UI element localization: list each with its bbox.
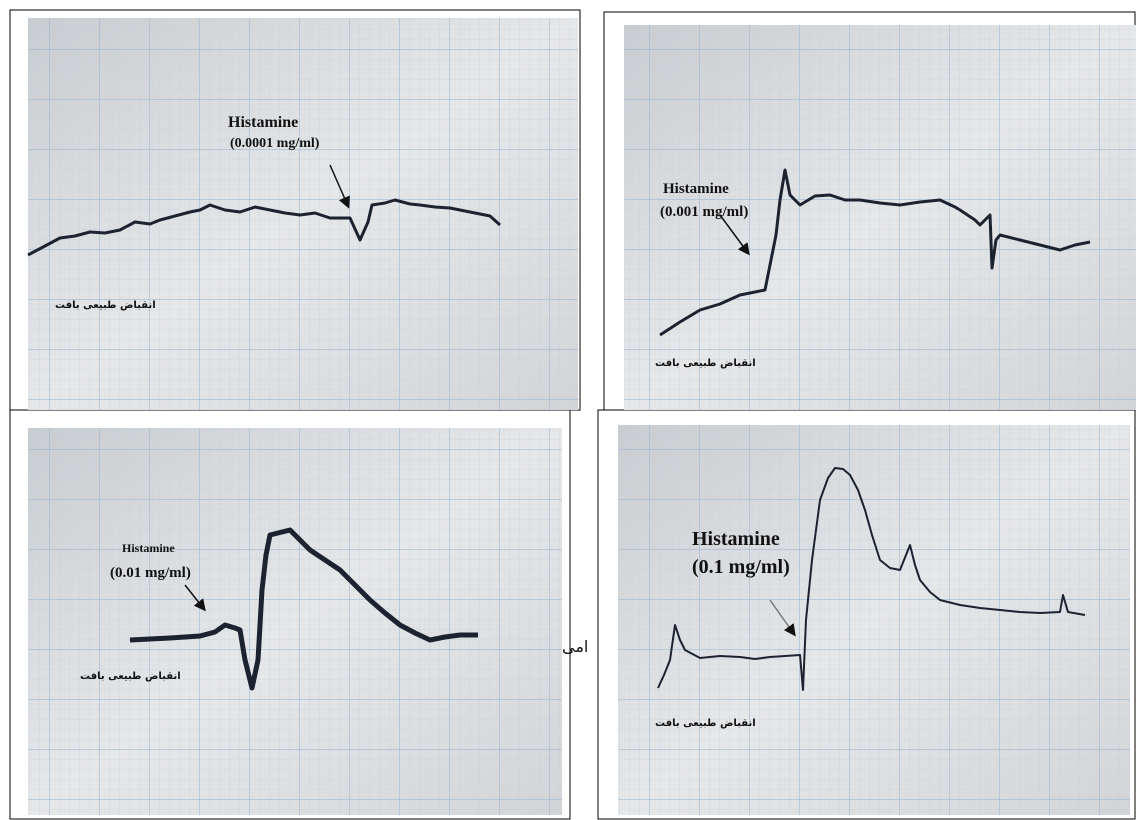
arrow (769, 599, 796, 637)
trace (659, 168, 1091, 337)
drug-label: Histamine (228, 114, 298, 131)
baseline-label: انقباض طبیعی بافت (55, 300, 156, 311)
stray-text: امی (562, 637, 588, 656)
arrow (184, 584, 206, 612)
drug-label: Histamine (663, 181, 729, 197)
dose-label: (0.0001 mg/ml) (230, 136, 320, 151)
photo (624, 25, 1136, 410)
drug-label: Histamine (692, 528, 780, 550)
dose-label: (0.1 mg/ml) (692, 556, 790, 578)
trace (657, 467, 1086, 691)
arrow (329, 164, 350, 209)
dose-label: (0.01 mg/ml) (110, 565, 191, 581)
baseline-label: انقباض طبیعی بافت (80, 671, 181, 682)
dose-label: (0.001 mg/ml) (660, 204, 748, 220)
trace (129, 527, 478, 691)
baseline-label: انقباض طبیعی بافت (655, 718, 756, 729)
trace (27, 198, 502, 257)
baseline-label: انقباض طبیعی بافت (655, 358, 756, 369)
drug-label: Histamine (122, 541, 175, 555)
arrow (719, 214, 750, 256)
photo (28, 428, 562, 815)
photo (618, 425, 1130, 815)
